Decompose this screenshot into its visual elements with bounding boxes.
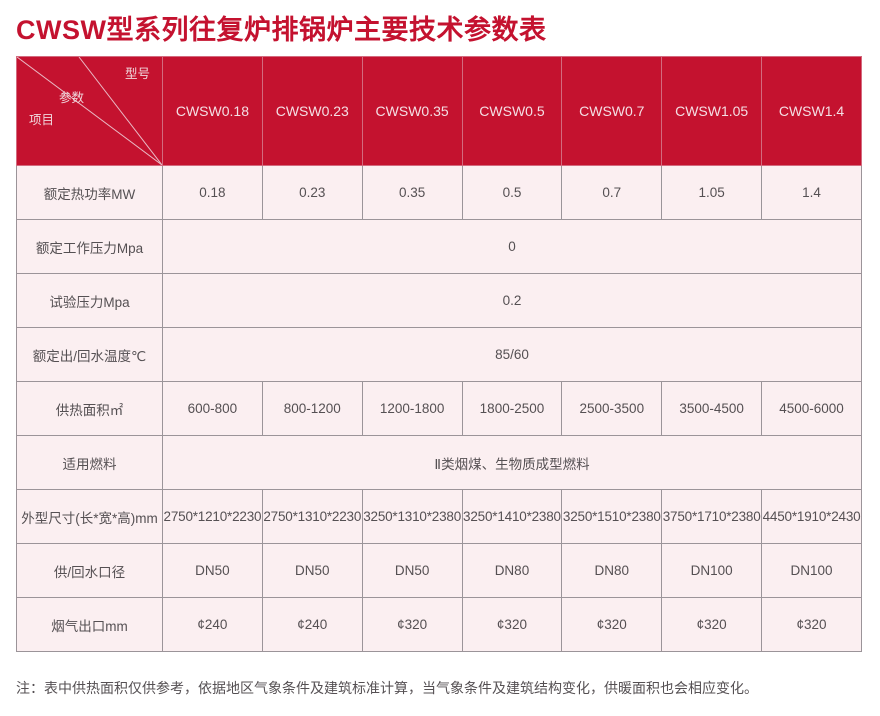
row-cell: ¢320 [661,597,763,652]
table-row: 试验压力Mpa 0.2 [16,273,862,328]
table-row: 供热面积㎡ 600-800 800-1200 1200-1800 1800-2500 25… [16,381,862,436]
row-cell: ¢320 [461,597,563,652]
row-cell: DN100 [661,543,763,598]
row-cell: 1800-2500 [461,381,563,436]
row-cell: ¢240 [162,597,263,652]
header-model-label: 型号 [124,67,150,81]
row-label: 额定出/回水温度℃ [16,327,163,382]
row-cell: 0.18 [162,165,263,220]
row-cell: DN50 [361,543,463,598]
row-cell: 1200-1800 [361,381,463,436]
row-cell: 4450*1910*2430 [761,489,862,544]
table-row: 供/回水口径 DN50 DN50 DN50 DN80 DN80 DN100 DN100 [16,543,862,598]
row-cell: DN80 [561,543,663,598]
column-header-model-5: CWSW1.05 [661,56,763,166]
table-body: 额定热功率MW 0.18 0.23 0.35 0.5 0.7 1.05 1.4 额定工作压力Mp… [16,165,862,652]
row-cell: ¢320 [361,597,463,652]
row-cell: 0.23 [261,165,363,220]
spec-table: 型号 参数 项目 CWSW0.18 CWSW0.23 CWSW0.35 CWSW… [16,56,862,652]
table-head: 型号 参数 项目 CWSW0.18 CWSW0.23 CWSW0.35 CWSW… [16,56,862,166]
table-row: 适用燃料 Ⅱ类烟煤、生物质成型燃料 [16,435,862,490]
row-cell: 4500-6000 [761,381,862,436]
row-cell: 2500-3500 [561,381,663,436]
header-project-label: 项目 [29,113,55,127]
row-cell: 600-800 [162,381,263,436]
row-label: 烟气出口mm [16,597,163,652]
row-label: 外型尺寸(长*宽*高)mm [16,489,163,544]
column-header-model-0: CWSW0.18 [162,56,263,166]
column-header-model-3: CWSW0.5 [461,56,563,166]
row-label: 额定工作压力Mpa [16,219,163,274]
row-cell: 1.4 [761,165,862,220]
row-cell: 2750*1310*2230 [261,489,363,544]
table-row: 额定出/回水温度℃ 85/60 [16,327,862,382]
row-label: 适用燃料 [16,435,163,490]
row-merged-value: 85/60 [162,327,862,382]
row-cell: DN80 [461,543,563,598]
row-cell: 800-1200 [261,381,363,436]
row-label: 供热面积㎡ [16,381,163,436]
row-label: 试验压力Mpa [16,273,163,328]
column-header-model-6: CWSW1.4 [761,56,862,166]
header-parameter-label: 参数 [59,91,85,105]
row-label: 供/回水口径 [16,543,163,598]
row-cell: DN100 [761,543,862,598]
spec-table-container: 型号 参数 项目 CWSW0.18 CWSW0.23 CWSW0.35 CWSW… [16,56,862,652]
row-cell: 0.7 [561,165,663,220]
corner-diagonal-lines-icon [17,57,162,165]
table-row: 外型尺寸(长*宽*高)mm 2750*1210*2230 2750*1310*223… [16,489,862,544]
table-row: 烟气出口mm ¢240 ¢240 ¢320 ¢320 ¢320 ¢320 ¢320 [16,597,862,652]
row-cell: 3500-4500 [661,381,763,436]
row-merged-value: 0 [162,219,862,274]
header-corner-cell: 型号 参数 项目 [16,56,163,166]
row-cell: ¢320 [761,597,862,652]
table-row: 额定热功率MW 0.18 0.23 0.35 0.5 0.7 1.05 1.4 [16,165,862,220]
row-cell: DN50 [162,543,263,598]
row-cell: 0.35 [361,165,463,220]
column-header-model-4: CWSW0.7 [561,56,663,166]
column-header-model-2: CWSW0.35 [361,56,463,166]
row-label: 额定热功率MW [16,165,163,220]
table-row: 额定工作压力Mpa 0 [16,219,862,274]
row-cell: 3750*1710*2380 [661,489,763,544]
table-header-row: 型号 参数 项目 CWSW0.18 CWSW0.23 CWSW0.35 CWSW… [16,56,862,166]
column-header-model-1: CWSW0.23 [261,56,363,166]
row-cell: 1.05 [661,165,763,220]
row-cell: 3250*1510*2380 [561,489,663,544]
row-cell: ¢320 [561,597,663,652]
row-cell: 3250*1410*2380 [461,489,563,544]
page-title: CWSW型系列往复炉排锅炉主要技术参数表 [16,15,547,45]
row-cell: 0.5 [461,165,563,220]
row-merged-value: Ⅱ类烟煤、生物质成型燃料 [162,435,862,490]
row-cell: ¢240 [261,597,363,652]
table-footnote: 注：表中供热面积仅供参考，依据地区气象条件及建筑标准计算，当气象条件及建筑结构变… [16,680,758,696]
row-cell: 2750*1210*2230 [162,489,263,544]
row-merged-value: 0.2 [162,273,862,328]
row-cell: 3250*1310*2380 [361,489,463,544]
row-cell: DN50 [261,543,363,598]
